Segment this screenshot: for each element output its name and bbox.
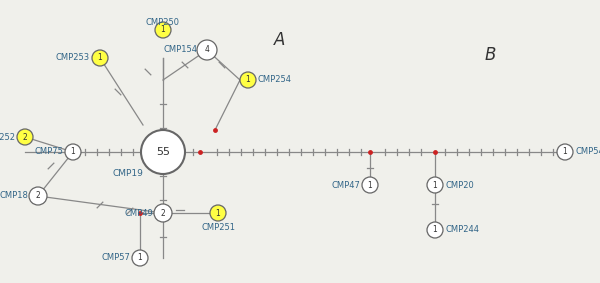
Text: 1: 1 (215, 209, 220, 218)
Text: CMP250: CMP250 (146, 18, 180, 27)
Text: 4: 4 (205, 46, 209, 55)
Text: CMP253: CMP253 (56, 53, 90, 63)
Text: CMP252: CMP252 (0, 132, 15, 142)
Text: CMP19: CMP19 (112, 168, 143, 177)
Circle shape (132, 250, 148, 266)
Text: CMP54: CMP54 (575, 147, 600, 156)
Circle shape (92, 50, 108, 66)
Text: A: A (274, 31, 286, 49)
Text: CMP20: CMP20 (445, 181, 474, 190)
Circle shape (155, 22, 171, 38)
Circle shape (141, 130, 185, 174)
Text: 2: 2 (23, 132, 28, 142)
Circle shape (65, 144, 81, 160)
Circle shape (17, 129, 33, 145)
Text: B: B (484, 46, 496, 64)
Text: CMP154: CMP154 (163, 46, 197, 55)
Text: 1: 1 (245, 76, 250, 85)
Text: CMP49: CMP49 (124, 209, 153, 218)
Text: CMP254: CMP254 (258, 76, 292, 85)
Text: 1: 1 (368, 181, 373, 190)
Text: 1: 1 (563, 147, 568, 156)
Text: 1: 1 (433, 226, 437, 235)
Text: CMP75: CMP75 (34, 147, 63, 156)
Text: CMP18: CMP18 (0, 192, 28, 200)
Text: 2: 2 (161, 209, 166, 218)
Text: 1: 1 (137, 254, 142, 263)
Circle shape (557, 144, 573, 160)
Circle shape (427, 177, 443, 193)
Text: 1: 1 (71, 147, 76, 156)
Circle shape (362, 177, 378, 193)
Text: 1: 1 (161, 25, 166, 35)
Text: CMP47: CMP47 (331, 181, 360, 190)
Text: 1: 1 (98, 53, 103, 63)
Circle shape (197, 40, 217, 60)
Circle shape (154, 204, 172, 222)
Text: CMP244: CMP244 (445, 226, 479, 235)
Text: 1: 1 (433, 181, 437, 190)
Text: CMP57: CMP57 (101, 254, 130, 263)
Circle shape (29, 187, 47, 205)
Circle shape (427, 222, 443, 238)
Circle shape (210, 205, 226, 221)
Text: 55: 55 (156, 147, 170, 157)
Text: CMP251: CMP251 (201, 223, 235, 232)
Text: 2: 2 (35, 192, 40, 200)
Circle shape (240, 72, 256, 88)
